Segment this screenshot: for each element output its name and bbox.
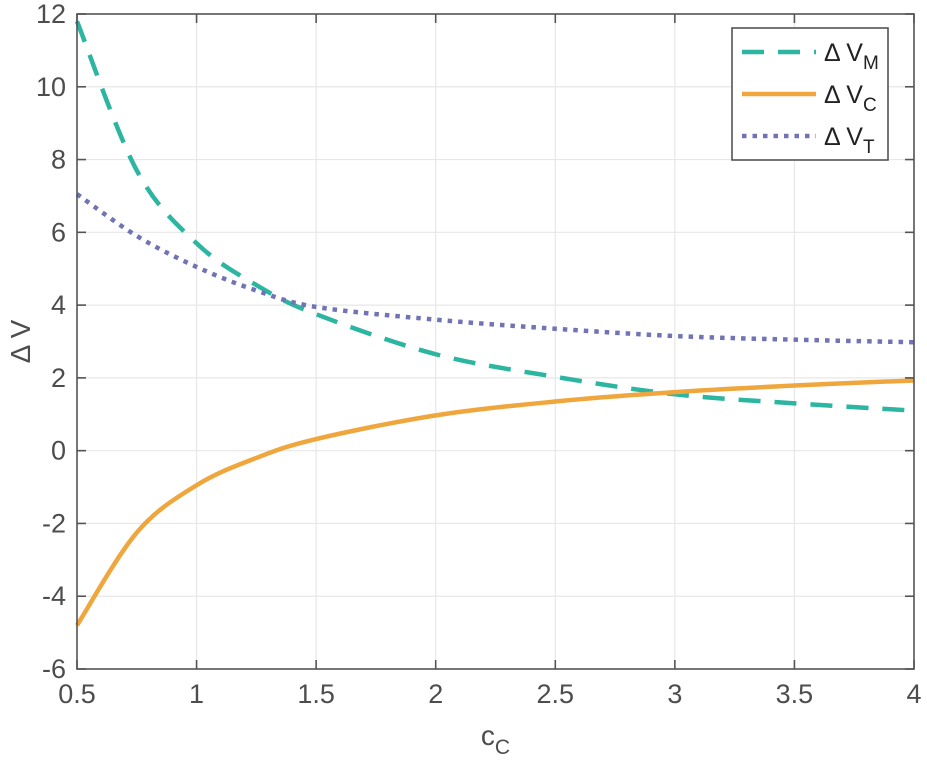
y-tick-label: 6 — [51, 217, 66, 247]
x-tick-label: 4 — [906, 679, 921, 709]
y-tick-label: -4 — [42, 581, 66, 611]
legend-label-vt: Δ VT — [824, 123, 875, 158]
x-tick-label: 3.5 — [776, 679, 814, 709]
x-tick-label: 2 — [428, 679, 443, 709]
y-tick-label: 4 — [51, 290, 66, 320]
legend-label-vm: Δ VM — [824, 39, 879, 74]
plot-border — [76, 13, 915, 670]
x-tick-label: 3 — [667, 679, 682, 709]
y-axis-label: Δ V — [5, 319, 36, 363]
series-curve-vc — [75, 378, 915, 627]
y-tick-label: -2 — [42, 508, 66, 538]
legend-label-vc: Δ VC — [824, 81, 877, 116]
x-tick-label: 2.5 — [537, 679, 575, 709]
x-tick-label: 1 — [189, 679, 204, 709]
x-tick-label: 0.5 — [58, 679, 96, 709]
series-curve-vt — [75, 192, 915, 345]
y-tick-label: 2 — [51, 363, 66, 393]
series-curve-vm — [74, 20, 915, 413]
x-tick-label: 1.5 — [297, 679, 335, 709]
y-tick-label: 0 — [51, 436, 66, 466]
y-tick-label: 10 — [36, 72, 66, 102]
y-tick-label: -6 — [42, 654, 66, 684]
y-tick-label: 12 — [36, 0, 66, 29]
x-axis-label: cC — [481, 720, 510, 759]
y-tick-label: 8 — [51, 145, 66, 175]
